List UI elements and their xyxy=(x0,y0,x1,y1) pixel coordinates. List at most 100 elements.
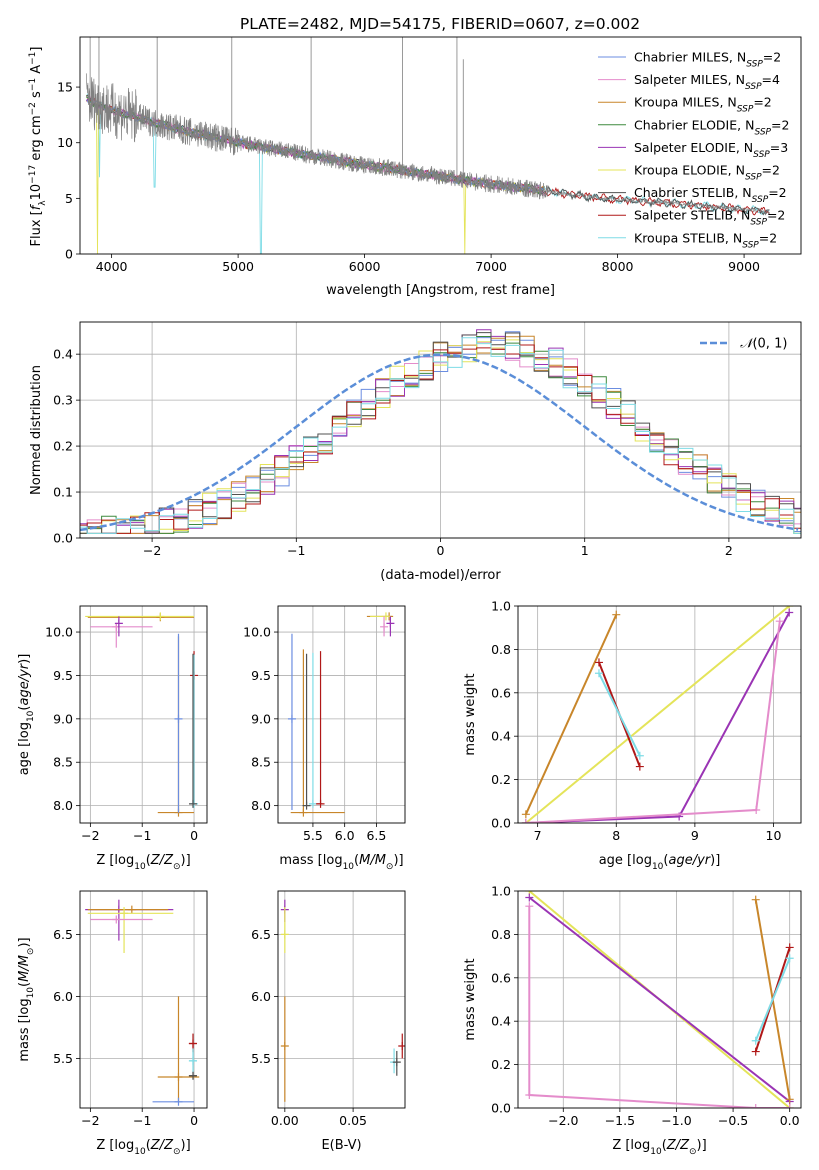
residuals-legend: 𝒩(0, 1) xyxy=(700,337,787,352)
weight-marker xyxy=(752,805,761,814)
data-point xyxy=(299,808,308,817)
x-axis-label: mass [log10(M/M⊙)] xyxy=(279,853,403,872)
y-tick-label: 8.0 xyxy=(53,798,73,813)
label-part: Z/Z xyxy=(150,1138,174,1153)
label-part: Z/Z xyxy=(666,1138,690,1153)
y-tick-label: 0.1 xyxy=(53,485,73,500)
legend-tail: =2 xyxy=(753,95,771,110)
label-part: Z [log xyxy=(96,1138,134,1153)
legend-entry: 𝒩(0, 1) xyxy=(740,337,787,352)
label-part: )] xyxy=(710,853,720,868)
spectrum-plot-area xyxy=(85,37,770,254)
label-part: 10 xyxy=(343,862,355,872)
label-part: )] xyxy=(17,937,32,947)
weight-marker xyxy=(521,819,530,823)
axes-frame xyxy=(277,605,406,824)
weight-marker xyxy=(594,658,603,667)
data-point xyxy=(316,799,325,808)
legend-tail: =2 xyxy=(763,50,781,65)
y-axis-label: mass [log10(M/M⊙)] xyxy=(17,937,36,1061)
weight-line xyxy=(528,906,790,1108)
x-tick-label: −1.5 xyxy=(605,1113,635,1128)
label-part: Z [log xyxy=(612,1138,650,1153)
legend-text: Salpeter STELIB, N xyxy=(634,208,750,223)
x-tick-label: 8 xyxy=(612,828,620,843)
label-part: s xyxy=(29,91,44,102)
label-part: age/yr xyxy=(668,853,711,868)
weight-marker xyxy=(785,1104,794,1108)
weight-line xyxy=(525,606,790,823)
age_vs_mass-plot-area xyxy=(287,612,395,817)
data-point xyxy=(308,799,317,808)
x-tick-label: 0.00 xyxy=(271,1113,299,1128)
weight-marker xyxy=(751,1047,760,1056)
legend-sub: SSP xyxy=(750,218,767,228)
y-tick-label: 6.0 xyxy=(53,989,73,1004)
data-point xyxy=(392,1058,401,1067)
y-tick-label: 0.0 xyxy=(53,531,73,546)
axes-frame xyxy=(79,36,802,255)
weight-marker xyxy=(785,608,794,617)
label-part: M/M xyxy=(17,955,32,982)
legend-sub: SSP xyxy=(742,240,759,250)
y-axis-label: Flux [fλ10−17 erg cm−2 s−1 A−1] xyxy=(28,47,48,247)
label-part: ( xyxy=(662,1138,667,1153)
y-tick-label: 10.0 xyxy=(243,625,271,640)
legend-entry: Salpeter MILES, NSSP=4 xyxy=(634,72,780,92)
label-part: )] xyxy=(697,1138,707,1153)
x-tick-label: −2.0 xyxy=(548,1113,578,1128)
y-tick-label: 8.5 xyxy=(53,755,73,770)
age_vs_Z-panel: −2 −1 08.08.59.09.510.0Z [log10(Z/Z⊙)]age … xyxy=(17,605,208,872)
y-tick-label: 9.0 xyxy=(53,711,73,726)
residuals-plot-area xyxy=(80,329,801,534)
label-part: ( xyxy=(354,853,359,868)
weight-marker xyxy=(521,810,530,819)
y-tick-label: 8.0 xyxy=(251,798,271,813)
x-axis-label: wavelength [Angstrom, rest frame] xyxy=(326,283,555,298)
x-tick-label: 4000 xyxy=(96,259,128,274)
legend-entry: Kroupa ELODIE, NSSP=2 xyxy=(634,163,780,183)
y-tick-label: 0.8 xyxy=(491,927,511,942)
label-part: ( xyxy=(17,982,32,987)
data-point xyxy=(287,714,296,723)
data-point xyxy=(386,619,395,628)
weight-marker xyxy=(785,1095,794,1104)
y-tick-label: 6.5 xyxy=(53,927,73,942)
y-tick-label: 9.5 xyxy=(251,668,271,683)
weight_vs_age-plot-area xyxy=(521,606,794,823)
label-part: A xyxy=(29,65,44,78)
y-tick-label: 5 xyxy=(65,191,73,206)
data-point xyxy=(127,905,136,914)
age_vs_Z-plot-area xyxy=(85,612,199,817)
axes-frame xyxy=(79,605,208,824)
legend-entry: Chabrier MILES, NSSP=2 xyxy=(634,50,781,70)
weight-marker xyxy=(751,895,760,904)
axes-frame xyxy=(517,890,802,1109)
x-tick-label: 7000 xyxy=(475,259,507,274)
label-part: mass [log xyxy=(17,998,32,1061)
data-point xyxy=(380,622,389,631)
weight-marker xyxy=(751,1104,760,1108)
legend-sub: SSP xyxy=(754,127,771,137)
data-point xyxy=(174,1097,183,1106)
x-tick-label: −0.5 xyxy=(718,1113,748,1128)
y-tick-label: 0.8 xyxy=(491,642,511,657)
x-tick-label: 8000 xyxy=(602,259,634,274)
y-tick-label: 1.0 xyxy=(491,599,511,614)
x-tick-label: 6.5 xyxy=(366,828,386,843)
mass_vs_ebv-panel: 0.00 0.05 5.5 6.0 6.5 E(B-V) xyxy=(251,890,406,1153)
label-part: λ xyxy=(38,200,48,206)
residual-histogram xyxy=(80,344,801,534)
label-part: −17 xyxy=(28,165,38,184)
legend-text: Kroupa STELIB, N xyxy=(634,230,742,245)
data-point xyxy=(174,714,183,723)
x-axis-label: (data-model)/error xyxy=(380,568,501,583)
x-tick-label: 2 xyxy=(725,543,733,558)
spectrum-panel: 4000 5000 6000 7000 8000 9000 0 5 10 15 wavelength… xyxy=(28,36,802,298)
label-part: 10 xyxy=(29,184,44,201)
legend-tail: =4 xyxy=(762,72,780,87)
label-part: M/M xyxy=(359,853,386,868)
legend-entry: Chabrier STELIB, NSSP=2 xyxy=(634,185,787,205)
x-tick-label: 10 xyxy=(766,828,782,843)
